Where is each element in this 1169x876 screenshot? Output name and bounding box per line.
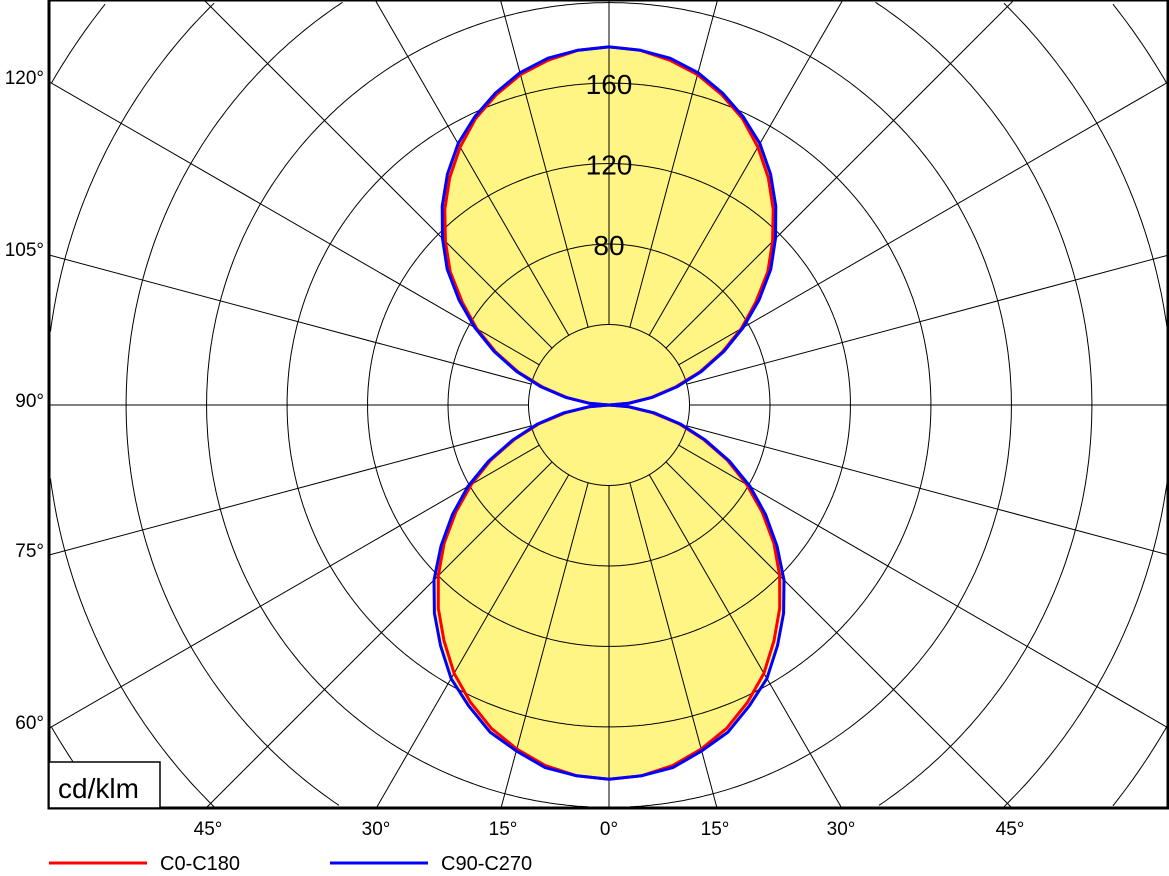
- plot-frame: [47, 0, 1169, 810]
- unit-label: cd/klm: [58, 773, 139, 804]
- radial-tick-label: 80: [593, 230, 624, 261]
- grid-spoke: [629, 482, 718, 807]
- grid-spoke: [50, 254, 532, 385]
- grid-spoke: [648, 1, 843, 336]
- radial-tick-label: 120: [586, 150, 633, 181]
- grid-spoke: [206, 461, 553, 807]
- grid-spoke: [204, 1, 553, 349]
- grid-ring: [50, 2, 1167, 807]
- legend-label: C0-C180: [160, 853, 240, 875]
- grid-spoke: [648, 474, 842, 807]
- angle-label-bottom: 15°: [701, 819, 730, 840]
- angle-label-left: 120°: [5, 68, 44, 89]
- grid-spoke: [375, 1, 570, 336]
- angle-label-bottom: 0°: [600, 819, 618, 840]
- angle-label-left: 90°: [15, 391, 44, 412]
- grid-ring: [125, 1, 1093, 806]
- angle-label-bottom: 30°: [827, 819, 856, 840]
- grid-spoke: [686, 425, 1167, 555]
- unit-label-box: cd/klm: [48, 761, 161, 809]
- grid-spoke: [50, 81, 540, 366]
- legend-label: C90-C270: [441, 853, 532, 875]
- grid-spoke: [629, 1, 718, 328]
- angle-label-bottom: 15°: [489, 819, 518, 840]
- angle-label-left: 105°: [5, 240, 44, 261]
- series-curve-c90-c270: [432, 45, 786, 781]
- radial-tick-label: 160: [586, 69, 633, 100]
- curve-fill: [434, 46, 784, 780]
- grid-spoke: [678, 444, 1167, 728]
- grid-spoke: [678, 82, 1167, 366]
- angle-label-left: 75°: [15, 541, 44, 562]
- angle-label-bottom: 45°: [996, 819, 1025, 840]
- angle-label-bottom: 45°: [194, 819, 223, 840]
- grid-spoke: [50, 425, 532, 556]
- legend: C0-C180 C90-C270: [49, 853, 532, 875]
- grid-spoke: [686, 255, 1167, 385]
- angle-label-bottom: 30°: [362, 819, 391, 840]
- grid-spoke: [665, 1, 1014, 349]
- grid-spoke: [500, 482, 589, 807]
- grid-spoke: [500, 1, 589, 328]
- grid-spoke: [376, 474, 570, 807]
- polar-grid: [50, 1, 1167, 807]
- angle-label-left: 60°: [15, 713, 44, 734]
- grid-spoke: [50, 444, 540, 729]
- grid-spoke: [665, 461, 1012, 807]
- grid-ring: [206, 2, 1012, 807]
